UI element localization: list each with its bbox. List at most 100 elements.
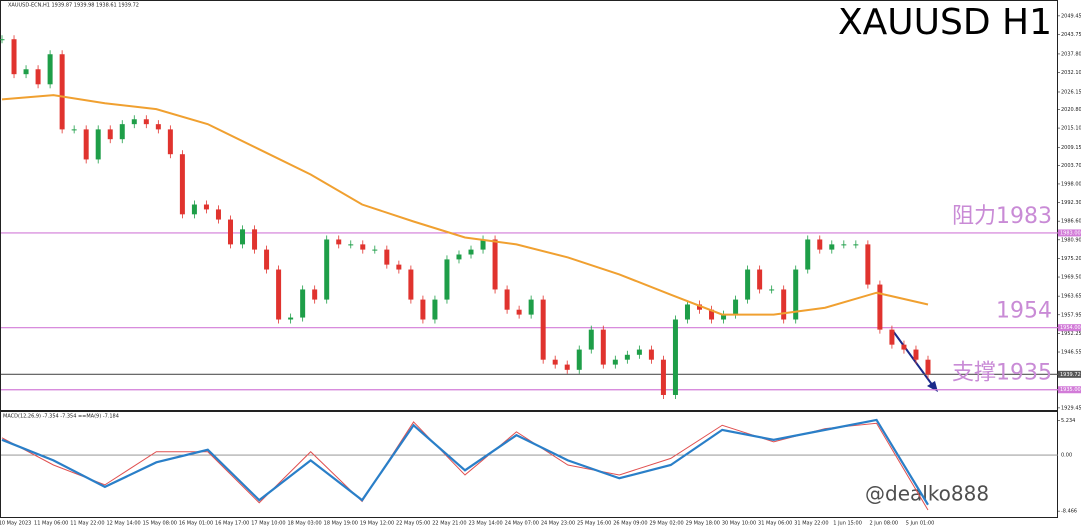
- candle: [648, 349, 654, 360]
- candle: [155, 124, 161, 130]
- x-tick-label: 22 May 21:00: [432, 521, 466, 527]
- candle: [492, 239, 498, 290]
- macd-line: [1, 421, 929, 511]
- trend-arrow: [892, 330, 934, 387]
- candle: [793, 269, 799, 320]
- candle: [552, 359, 558, 365]
- y-tick-label: 2026.15: [1061, 89, 1081, 95]
- candle: [300, 289, 306, 318]
- x-tick-label: 16 May 01:00: [179, 521, 213, 527]
- y-tick-label: 2003.70: [1061, 163, 1081, 169]
- candle: [901, 344, 907, 350]
- candle: [240, 229, 246, 245]
- level-tag: [1058, 229, 1081, 237]
- candle: [179, 154, 185, 215]
- level-tag-label: 1939.72: [1060, 372, 1081, 378]
- candle: [504, 289, 510, 310]
- candle: [408, 269, 414, 300]
- candle: [817, 239, 823, 250]
- x-tick-label: 18 May 19:00: [324, 521, 358, 527]
- y-tick-label: 1998.00: [1061, 181, 1081, 187]
- candle: [829, 244, 835, 250]
- candle: [697, 304, 703, 310]
- candle: [167, 129, 173, 155]
- macd-tick-label: -8.466: [1061, 509, 1077, 515]
- candle: [877, 284, 883, 330]
- x-tick-label: 29 May 18:00: [686, 521, 720, 527]
- candle: [853, 244, 859, 246]
- candle: [47, 54, 53, 85]
- candle: [456, 254, 462, 260]
- candle: [672, 319, 678, 395]
- candle: [721, 314, 727, 320]
- candle: [600, 329, 606, 365]
- level-tag: [1058, 370, 1081, 378]
- x-tick-label: 1 Jun 15:00: [833, 521, 862, 527]
- level-tag-label: 1935.00: [1060, 387, 1081, 393]
- x-tick-label: 10 May 2023: [0, 521, 31, 527]
- candle: [191, 204, 197, 215]
- x-tick-label: 11 May 06:00: [34, 521, 68, 527]
- candle: [336, 239, 342, 245]
- x-tick-label: 25 May 16:00: [577, 521, 611, 527]
- y-tick-label: 1929.45: [1061, 405, 1081, 411]
- x-tick-label: 24 May 23:00: [541, 521, 575, 527]
- candle: [0, 39, 5, 41]
- candle: [528, 299, 534, 315]
- x-tick-label: 5 Jun 01:00: [906, 521, 935, 527]
- candle: [324, 239, 330, 300]
- x-tick-label: 22 May 05:00: [396, 521, 430, 527]
- level-tag: [1058, 386, 1081, 394]
- price-pane: [0, 0, 1058, 411]
- x-tick-label: 31 May 06:00: [758, 521, 792, 527]
- y-tick-label: 2009.15: [1061, 145, 1081, 151]
- candle: [23, 69, 29, 75]
- macd-line: [1, 418, 929, 506]
- candle: [769, 289, 775, 291]
- candle: [276, 269, 282, 320]
- candle: [636, 349, 642, 355]
- candle: [372, 249, 378, 251]
- candle: [660, 359, 666, 395]
- candle: [841, 244, 847, 246]
- x-tick-label: 29 May 02:00: [649, 521, 683, 527]
- candle: [119, 124, 125, 140]
- candle: [576, 349, 582, 370]
- y-tick-label: 1986.60: [1061, 219, 1081, 225]
- candle: [757, 269, 763, 290]
- candle: [420, 299, 426, 320]
- x-tick-label: 11 May 22:00: [70, 521, 104, 527]
- candle: [131, 119, 137, 125]
- candle: [781, 289, 787, 320]
- candle: [107, 129, 113, 140]
- candle: [384, 249, 390, 265]
- macd-label: MACD(12,26,9) -7.354 -7.354 ==MA(9) -7.1…: [3, 414, 119, 420]
- candle: [865, 244, 871, 285]
- moving-average: [1, 94, 929, 316]
- candle: [35, 69, 41, 85]
- candle: [71, 129, 77, 131]
- y-tick-label: 1980.90: [1061, 237, 1081, 243]
- y-tick-label: 1952.25: [1061, 331, 1081, 337]
- level-annotation: 1954: [996, 299, 1052, 324]
- y-tick-label: 2037.80: [1061, 51, 1081, 57]
- candle: [805, 239, 811, 270]
- candle: [468, 249, 474, 255]
- x-tick-label: 19 May 12:00: [360, 521, 394, 527]
- macd-tick-label: 5.234: [1061, 418, 1075, 424]
- y-tick-label: 2049.45: [1061, 13, 1081, 19]
- candle: [215, 209, 221, 220]
- candle: [59, 54, 65, 130]
- candle: [396, 264, 402, 270]
- candle: [312, 289, 318, 300]
- candle: [684, 304, 690, 320]
- x-tick-label: 12 May 14:00: [106, 521, 140, 527]
- level-tag: [1058, 324, 1081, 332]
- y-tick-label: 1975.20: [1061, 256, 1081, 262]
- level-tag-label: 1954.00: [1060, 325, 1081, 331]
- y-tick-label: 1969.50: [1061, 275, 1081, 281]
- candle: [227, 219, 233, 245]
- candle: [288, 317, 294, 320]
